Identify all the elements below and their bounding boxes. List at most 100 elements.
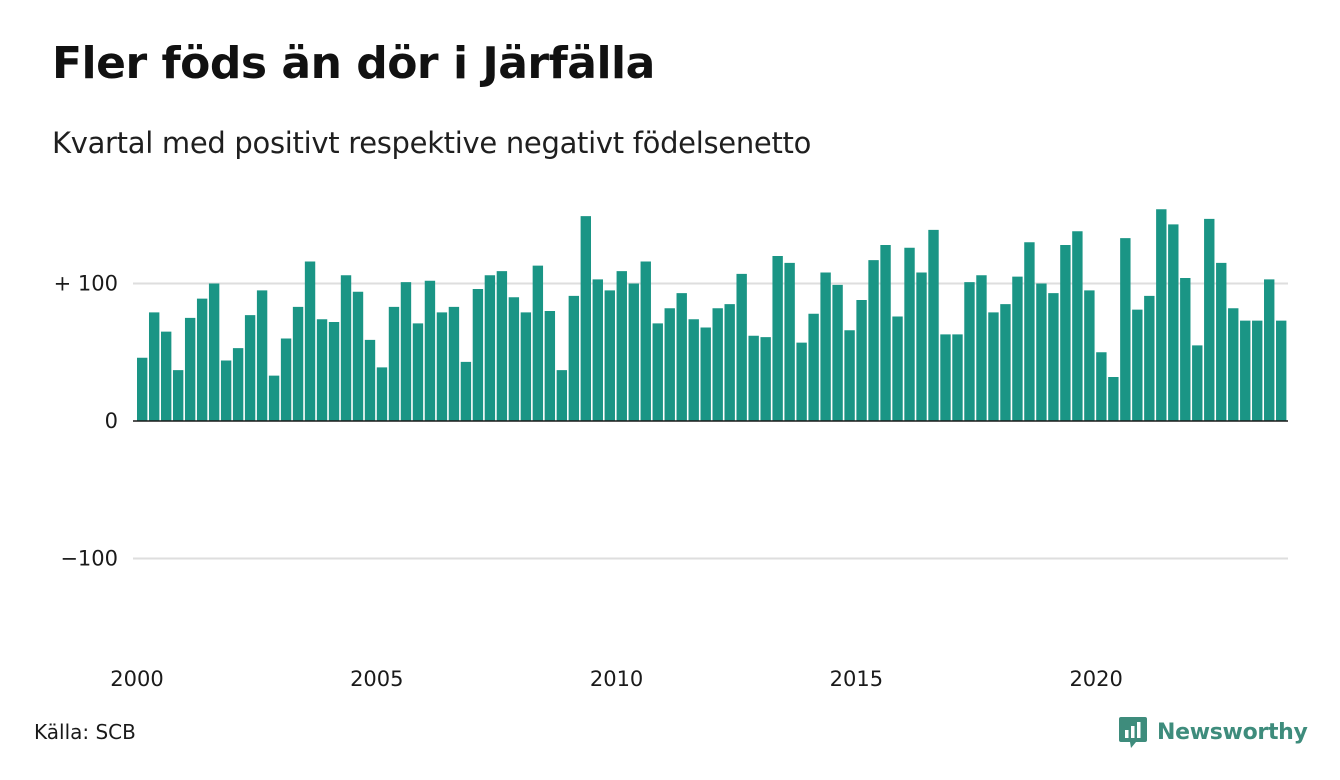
bar (1024, 242, 1035, 421)
bar (928, 229, 939, 422)
bar (580, 216, 591, 422)
bar (976, 275, 987, 421)
bar (352, 291, 364, 421)
bar (328, 322, 340, 421)
bar (652, 323, 663, 422)
bar (556, 370, 568, 422)
x-tick-label: 2015 (830, 667, 883, 691)
bar (988, 312, 999, 422)
bar (424, 280, 436, 421)
bar (892, 316, 903, 421)
bar (172, 370, 184, 422)
bar (268, 375, 280, 422)
x-tick-label: 2020 (1069, 667, 1122, 691)
bar (592, 279, 603, 422)
bar (784, 262, 795, 422)
y-tick-label: 0 (105, 409, 118, 433)
bar (304, 261, 316, 421)
bar (412, 323, 424, 422)
brand-name: Newsworthy (1157, 719, 1308, 745)
bar (1264, 279, 1275, 422)
bar (280, 338, 292, 421)
bar (508, 297, 520, 421)
grid-layer (133, 282, 1288, 560)
bar (712, 308, 723, 421)
bar (520, 312, 532, 422)
bar (1180, 278, 1191, 421)
axis-layer: + 100 0 −100 2000 2005 2010 2015 2020 (54, 272, 1288, 691)
bar-layer (137, 209, 1287, 422)
bar (688, 319, 699, 421)
source-note: Källa: SCB (34, 720, 136, 744)
newsworthy-logo-icon (1119, 717, 1147, 748)
bar (1012, 276, 1023, 422)
bar (1060, 245, 1071, 421)
bar (940, 334, 951, 422)
bar (676, 293, 687, 422)
bar (760, 337, 771, 422)
bar (400, 282, 412, 422)
bar (137, 357, 148, 421)
bar (904, 247, 915, 421)
bar (232, 348, 244, 422)
bar (724, 304, 735, 422)
bar (1132, 309, 1143, 422)
bar (196, 298, 208, 422)
bar (1120, 238, 1131, 422)
bar (856, 300, 867, 421)
bar (880, 245, 891, 421)
bar (364, 339, 376, 422)
y-tick-label: + 100 (54, 272, 118, 296)
bar (160, 331, 172, 422)
bar-chart: + 100 0 −100 2000 2005 2010 2015 2020 (54, 209, 1288, 691)
bar (148, 312, 160, 422)
bar (1276, 320, 1287, 422)
bar (772, 256, 783, 421)
bar (1228, 308, 1239, 421)
chart-title: Fler föds än dör i Järfälla (52, 38, 655, 89)
bar (256, 290, 268, 422)
bar (340, 275, 352, 421)
bar (832, 284, 843, 422)
bar (316, 319, 328, 421)
bar (1204, 218, 1215, 422)
newsworthy-brand[interactable]: Newsworthy (1118, 714, 1308, 750)
bar (1096, 352, 1107, 421)
y-tick-label: −100 (60, 547, 118, 571)
bar (916, 272, 927, 421)
bar (1072, 231, 1083, 421)
bar (964, 282, 975, 422)
bar (1192, 345, 1203, 422)
bar (436, 312, 448, 422)
bar (448, 306, 460, 422)
bar (496, 271, 508, 422)
bar (292, 306, 304, 422)
bar (736, 273, 747, 422)
chart-subtitle: Kvartal med positivt respektive negativt… (52, 126, 812, 160)
bar (220, 360, 232, 421)
bar (1216, 262, 1227, 422)
bar (244, 315, 256, 422)
bar (952, 334, 963, 422)
bar (376, 367, 388, 422)
bar (1048, 293, 1059, 422)
bar (184, 317, 196, 422)
bar (544, 311, 556, 421)
bar (1252, 320, 1263, 422)
bar (484, 275, 496, 421)
bar (844, 330, 855, 421)
bar (1240, 320, 1251, 422)
bar (1036, 283, 1047, 421)
x-tick-label: 2000 (110, 667, 163, 691)
bar (664, 308, 675, 421)
bar (1084, 290, 1095, 422)
bar (616, 271, 627, 422)
bar (808, 313, 819, 421)
bar (700, 327, 711, 421)
bar (820, 272, 831, 421)
bar (1168, 224, 1179, 422)
bar (604, 290, 615, 422)
x-tick-label: 2010 (590, 667, 643, 691)
bar (796, 342, 807, 422)
bar (532, 265, 544, 422)
